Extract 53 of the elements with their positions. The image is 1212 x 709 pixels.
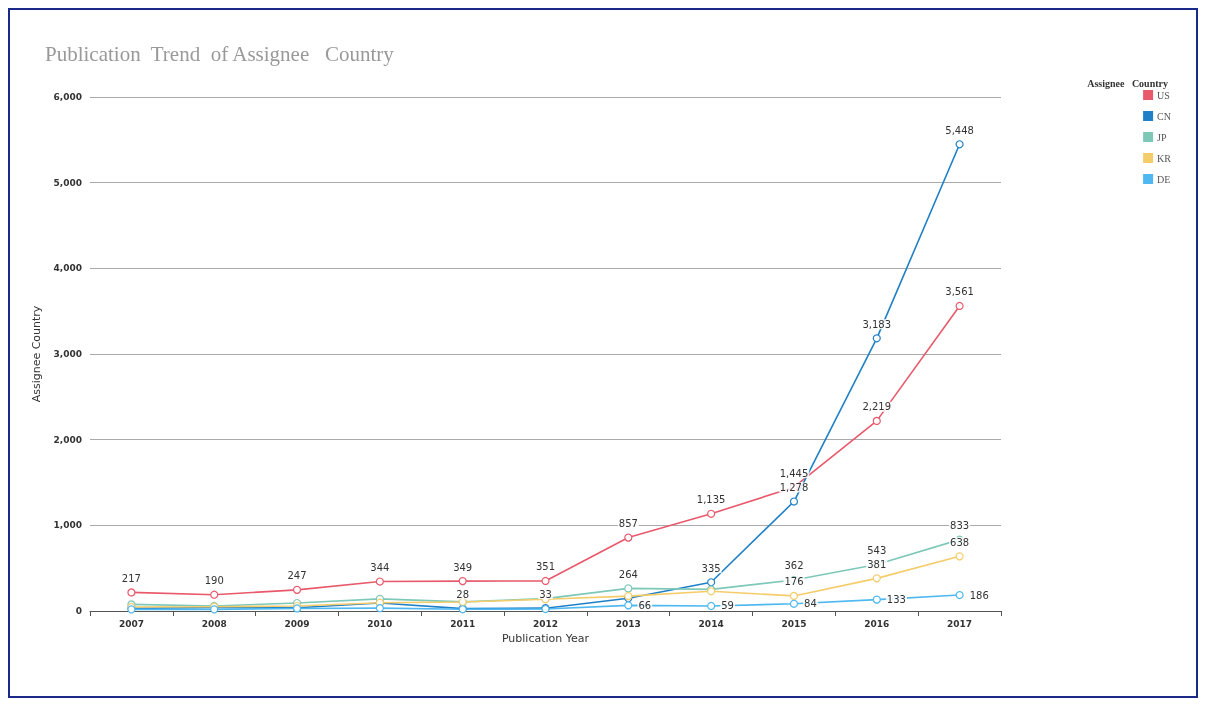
data-label: 176 [784, 576, 804, 588]
x-tick-label: 2017 [947, 618, 973, 629]
data-label: 28 [456, 589, 470, 600]
data-label: 66 [638, 599, 652, 611]
legend-label: DE [1157, 173, 1171, 185]
x-tick-label: 2010 [367, 618, 393, 629]
legend-label: KR [1157, 152, 1172, 164]
y-tick-label: 1,000 [53, 520, 82, 531]
x-tick-label: 2013 [615, 618, 641, 629]
data-label: 5,448 [945, 124, 974, 136]
legend-label: JP [1157, 131, 1167, 143]
data-label: 362 [784, 560, 804, 572]
x-tick-label: 2016 [864, 618, 890, 629]
x-tick-label: 2015 [781, 618, 807, 629]
x-tick-label: 2012 [532, 618, 559, 629]
data-label: 543 [867, 544, 887, 556]
data-label: 186 [969, 589, 989, 601]
y-axis-title: Assignee Country [30, 305, 43, 403]
data-label: 1,445 [779, 467, 809, 479]
data-label: 3,183 [862, 318, 892, 330]
x-axis-title: Publication Year [501, 632, 590, 645]
data-label: 833 [950, 520, 970, 532]
x-tick-label: 2008 [201, 618, 227, 629]
data-label: 351 [535, 561, 556, 573]
data-label: 217 [121, 572, 141, 584]
y-tick-label: 0 [75, 606, 82, 616]
data-label: 3,561 [945, 286, 974, 298]
chart-title: Publication Trend of Assignee Country [45, 41, 395, 66]
data-label: 1,135 [696, 494, 726, 506]
data-label: 247 [287, 570, 307, 582]
legend-label: US [1157, 89, 1170, 101]
y-tick-label: 3,000 [53, 349, 82, 359]
data-label: 84 [804, 598, 817, 610]
legend-title: Assignee Country [1087, 77, 1169, 89]
data-label: 264 [618, 568, 638, 580]
x-tick-label: 2009 [284, 618, 310, 629]
y-tick-label: 5,000 [53, 177, 82, 188]
data-label: 344 [370, 561, 390, 573]
data-label: 133 [886, 594, 906, 606]
y-tick-label: 6,000 [53, 92, 82, 102]
y-tick-label: 2,000 [53, 434, 82, 445]
data-label: 349 [453, 561, 473, 573]
data-label: 335 [701, 562, 721, 574]
x-tick-label: 2011 [450, 618, 476, 629]
data-label: 190 [204, 575, 224, 587]
data-label: 2,219 [862, 401, 892, 413]
x-tick-label: 2007 [118, 618, 144, 629]
y-tick-label: 4,000 [53, 263, 82, 274]
legend-label: CN [1157, 110, 1172, 122]
data-label: 59 [721, 600, 734, 612]
data-label: 857 [618, 517, 638, 529]
data-label: 638 [950, 536, 970, 548]
x-tick-label: 2014 [698, 618, 724, 629]
